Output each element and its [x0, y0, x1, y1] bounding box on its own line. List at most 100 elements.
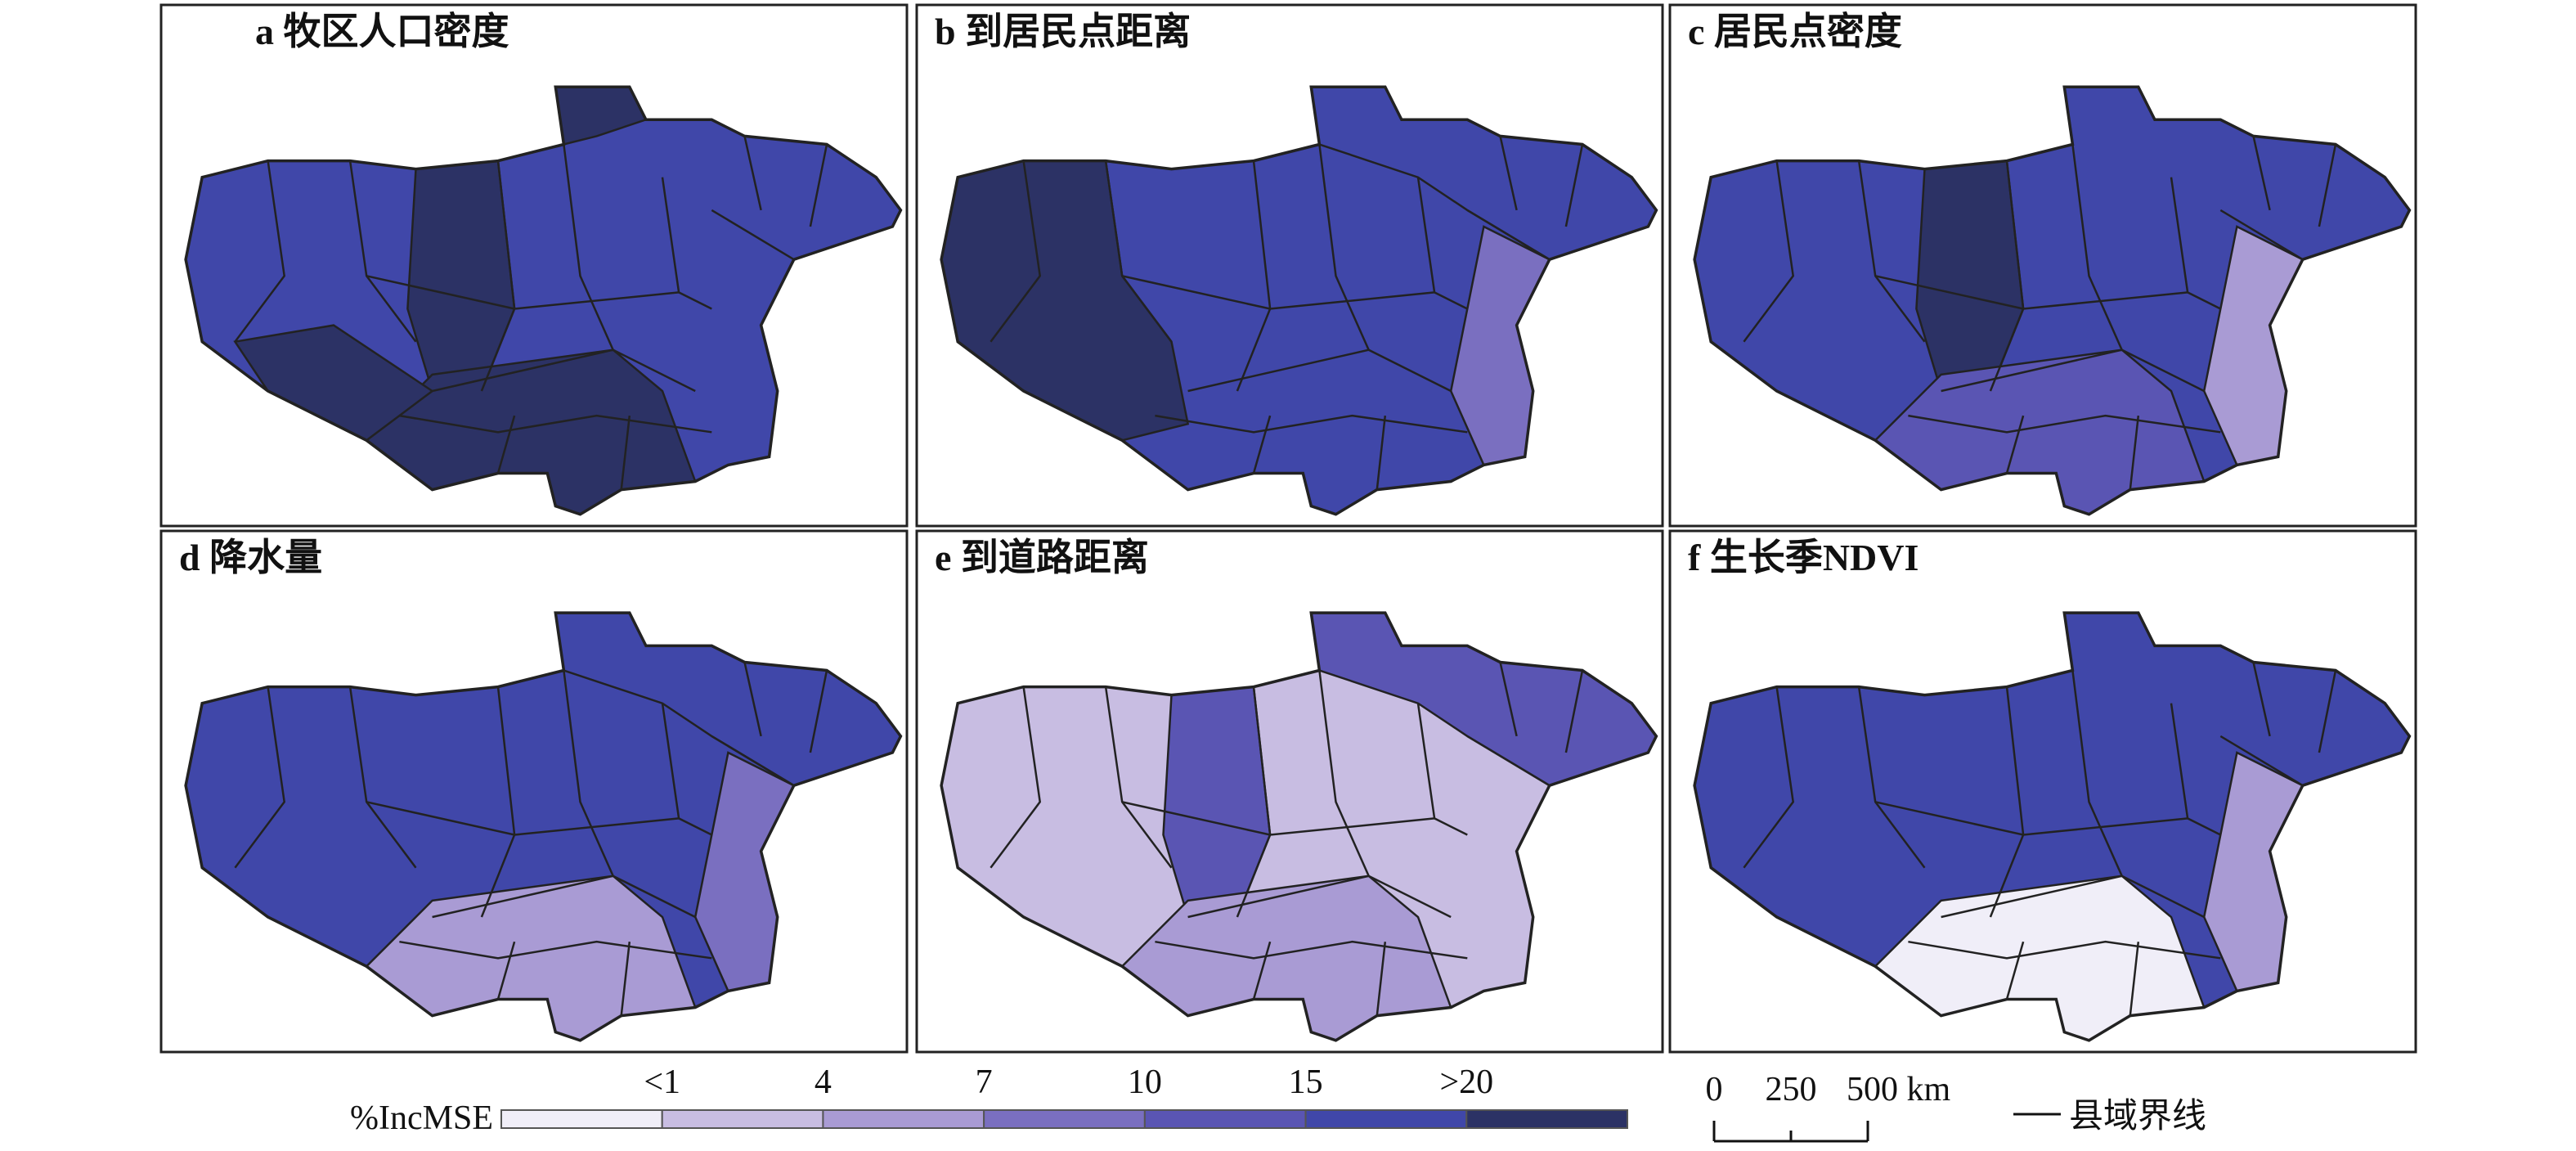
panel-title: d 降水量: [179, 537, 322, 578]
panel-title: a 牧区人口密度: [255, 11, 509, 52]
map-panel: d 降水量: [159, 529, 909, 1054]
map-panel: b 到居民点距离: [915, 3, 1664, 528]
county-boundary: [1252, 941, 1272, 1000]
county-boundary: [366, 275, 680, 310]
panel-title: e 到道路距离: [935, 537, 1149, 578]
county-boundary: [432, 348, 696, 393]
county-boundary: [620, 942, 631, 1016]
county-boundary: [1874, 275, 2188, 310]
map-outline: [940, 611, 1658, 1042]
county-boundary: [563, 144, 614, 351]
county-boundary: [1318, 144, 1370, 351]
county-boundary: [2129, 942, 2140, 1016]
county-boundary: [2318, 670, 2337, 753]
county-boundary: [234, 686, 286, 869]
county-boundary: [990, 160, 1042, 343]
county-boundary: [2071, 670, 2123, 877]
county-boundary: [1499, 136, 1518, 211]
county-boundary: [1252, 415, 1272, 474]
panel-title: f 生长季NDVI: [1688, 537, 1919, 578]
legend-label: 7: [976, 1063, 993, 1101]
scale-label: 0: [1706, 1071, 1723, 1108]
county-boundary: [1155, 940, 1468, 960]
county-boundary: [1376, 942, 1387, 1016]
legend-swatch: [661, 1109, 824, 1129]
county-boundary: [743, 136, 762, 211]
boundary-legend: 县域界线: [2069, 1098, 2206, 1135]
county-boundary: [620, 415, 631, 490]
county-boundary: [2219, 209, 2304, 261]
panel-title: c 居民点密度: [1688, 11, 1902, 52]
map-panel: e 到道路距离: [915, 529, 1664, 1054]
regions: [941, 87, 1657, 490]
county-boundary: [1941, 348, 2205, 393]
county-boundary: [1466, 735, 1551, 787]
map-outline: [1693, 85, 2412, 516]
map-panel: a 牧区人口密度: [159, 3, 909, 528]
legend-swatch: [983, 1109, 1146, 1129]
county-boundary: [1908, 940, 2221, 960]
county-boundary: [2005, 941, 2025, 1000]
county-boundary: [1941, 874, 2205, 919]
legend-label: >20: [1439, 1063, 1493, 1101]
map-outline: [184, 611, 903, 1042]
panel-title: b 到居民点距离: [935, 11, 1191, 52]
county-boundary: [1121, 801, 1435, 836]
county-boundary: [234, 160, 286, 343]
county-boundary: [1564, 144, 1584, 227]
legend-label: 15: [1289, 1063, 1323, 1101]
county-boundary: [1155, 414, 1468, 434]
county-boundary: [1121, 275, 1435, 310]
county-boundary: [1376, 415, 1387, 490]
regions: [1743, 136, 2337, 515]
scale-label: 500 km: [1847, 1071, 1951, 1108]
county-boundary: [496, 941, 516, 1000]
county-boundary: [366, 801, 680, 836]
county-boundary: [399, 414, 712, 434]
legend-label: <1: [644, 1063, 680, 1101]
scale-bar: 0 250 500 km: [1706, 1071, 1951, 1143]
county-boundary: [432, 874, 696, 919]
legend-swatch: [1143, 1109, 1307, 1129]
map-outline: [184, 85, 903, 516]
regions: [234, 613, 901, 1041]
county-boundary: [990, 686, 1042, 869]
county-boundary: [2071, 144, 2123, 351]
legend-title: %IncMSE: [350, 1099, 493, 1137]
legend-swatch: [1465, 1109, 1629, 1129]
county-boundary: [809, 670, 828, 753]
county-boundary: [399, 940, 712, 960]
map-panel: c 居民点密度: [1668, 3, 2417, 528]
map-outline: [1693, 611, 2412, 1042]
county-boundary: [1908, 414, 2221, 434]
county-boundary: [1187, 348, 1452, 393]
map-panel: f 生长季NDVI: [1668, 529, 2417, 1054]
county-boundary: [1318, 670, 1370, 877]
county-boundary: [1743, 160, 1795, 343]
county-boundary: [2318, 144, 2337, 227]
legend-label: 4: [815, 1063, 832, 1101]
county-boundary: [711, 209, 795, 261]
county-boundary: [1499, 662, 1518, 737]
county-boundary: [1564, 670, 1584, 753]
legend-swatch: [1304, 1109, 1468, 1129]
county-boundary: [496, 415, 516, 474]
regions: [990, 613, 1657, 1041]
county-boundary: [2219, 735, 2304, 787]
county-boundary: [1187, 874, 1452, 919]
county-boundary: [1874, 801, 2188, 836]
county-boundary: [563, 670, 614, 877]
legend-swatch: [822, 1109, 985, 1129]
map-outline: [940, 85, 1658, 516]
county-boundary: [743, 662, 762, 737]
county-boundary: [1743, 686, 1795, 869]
county-boundary: [711, 735, 795, 787]
legend-label: 10: [1128, 1063, 1162, 1101]
legend-swatch: [500, 1109, 663, 1129]
county-boundary: [2252, 662, 2271, 737]
county-boundary: [2129, 415, 2140, 490]
county-boundary: [2252, 136, 2271, 211]
county-boundary: [809, 144, 828, 227]
scale-label: 250: [1766, 1071, 1817, 1108]
